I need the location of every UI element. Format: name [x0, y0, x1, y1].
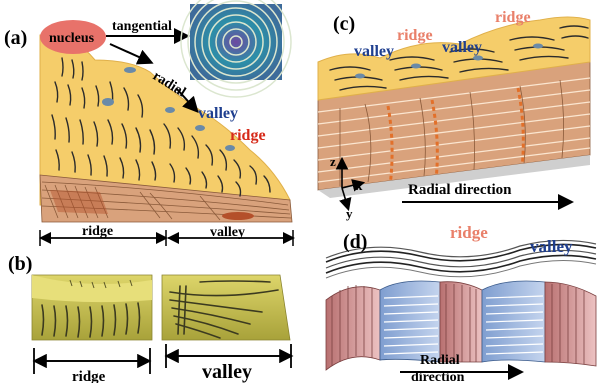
axis-y-label: y — [346, 206, 353, 221]
panel-a: (a) nucleus tangential radial valley rid… — [4, 0, 295, 246]
panel-b-valley-label: valley — [202, 361, 252, 383]
panel-a-film-strokes — [51, 57, 271, 197]
panel-c-valley-2: valley — [442, 39, 482, 56]
panel-b-label: (b) — [8, 253, 32, 275]
tangential-label: tangential — [112, 19, 172, 34]
panel-b-ridge-label: ridge — [72, 369, 106, 383]
panel-d-radial-line2: direction — [411, 370, 465, 383]
panel-c-valley-1: valley — [354, 43, 394, 60]
axis-z-label: z — [330, 154, 336, 169]
panel-b-dimension-lines — [32, 344, 294, 374]
panel-c-label: (c) — [333, 13, 355, 35]
panel-a-bottom-valley-label: valley — [210, 225, 245, 240]
panel-c-film-pits — [355, 43, 543, 79]
panel-c-lamella-lines — [317, 77, 591, 183]
panel-a-valley-label: valley — [198, 105, 238, 122]
panel-b-ridge-block — [31, 274, 153, 341]
panel-a-valley-pit — [222, 212, 254, 220]
panel-c-floor — [318, 155, 590, 198]
panel-d-blue-block-1 — [379, 280, 441, 363]
panel-d-radial-line1: Radial — [420, 353, 460, 368]
panel-c-ridge-seams — [386, 87, 525, 187]
concentric-ring-inset — [180, 0, 292, 98]
axis-x-label: x — [356, 178, 363, 193]
panel-a-film-pits — [102, 67, 235, 151]
panel-a-lamella-lines — [41, 181, 292, 221]
panel-d-blue-block-2 — [481, 280, 546, 363]
panel-d-pink-lamellae-right — [544, 281, 597, 367]
nucleus-label: nucleus — [49, 31, 95, 46]
panel-a-bottom-ridge-label: ridge — [82, 224, 113, 239]
panel-b: (b) — [8, 253, 294, 383]
panel-c-ridge-1: ridge — [397, 27, 433, 44]
panel-c-axes — [335, 156, 366, 212]
panel-a-label: (a) — [4, 27, 27, 49]
radial-arrow-2 — [175, 87, 199, 113]
panel-a-ridge-label: ridge — [230, 127, 266, 144]
panel-d-valley-label: valley — [530, 237, 573, 256]
panel-d: (d) ridge valley Radial direction — [325, 223, 597, 383]
panel-d-ridge-label: ridge — [450, 223, 488, 242]
panel-c: (c) valley ridge valley ridge z x y Radi… — [317, 9, 591, 221]
panel-c-lamella-dark-lines — [339, 79, 564, 186]
panel-d-label: (d) — [343, 231, 367, 253]
radial-direction-label: Radial direction — [408, 182, 512, 198]
panel-a-dimension-lines — [39, 230, 295, 246]
panel-b-valley-block — [161, 274, 291, 341]
panel-c-ridge-2: ridge — [495, 9, 531, 26]
panel-d-pink-lamellae-left — [325, 285, 381, 371]
radial-arrow — [109, 43, 154, 65]
panel-d-wavy-lamellae — [325, 239, 597, 279]
nucleus-ellipse — [40, 20, 106, 54]
panel-a-ridge-highlight — [50, 190, 108, 214]
panel-d-pink-lamellae-middle — [439, 281, 483, 363]
